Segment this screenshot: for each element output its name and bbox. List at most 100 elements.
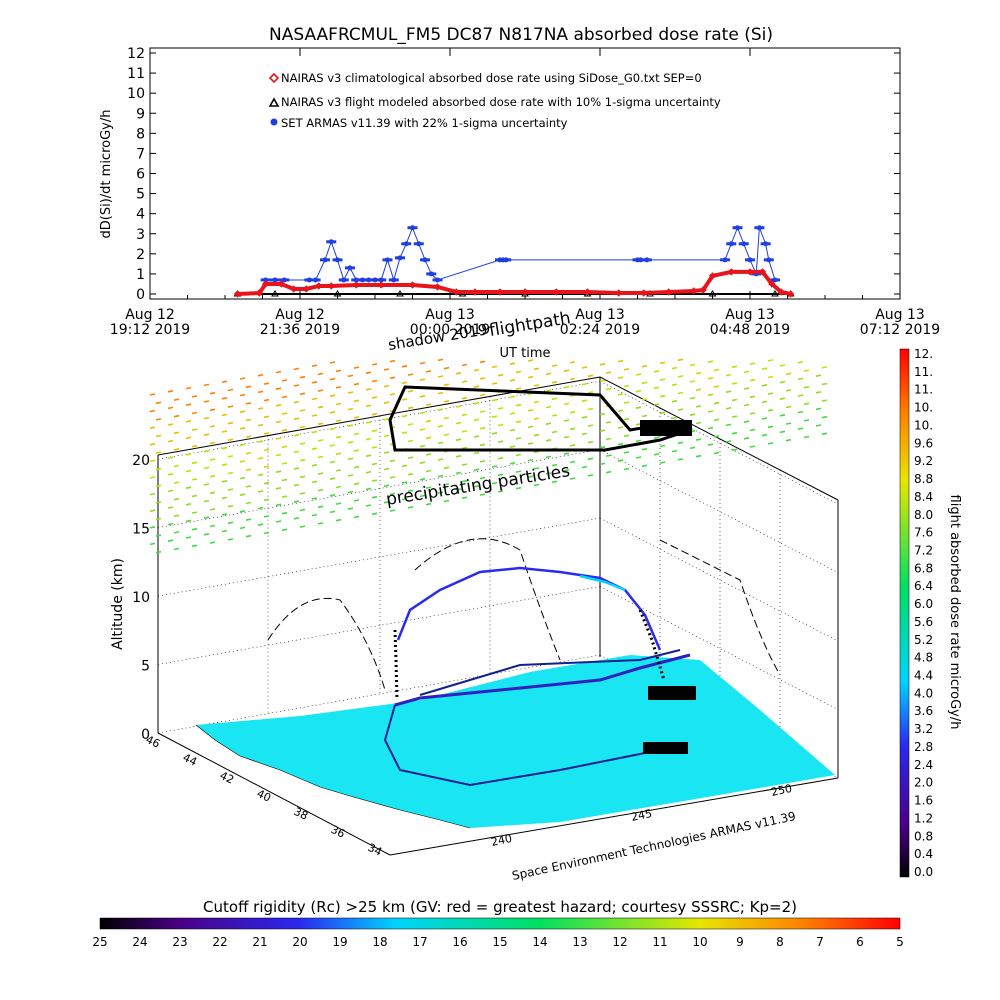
series-point-set-armas (347, 265, 353, 271)
particle-mark (473, 485, 480, 488)
particle-mark (383, 368, 390, 371)
particle-mark (239, 393, 246, 397)
particle-mark (383, 451, 390, 454)
rigidity-colorbar-tick-label: 14 (532, 935, 547, 949)
particle-mark (443, 466, 450, 470)
dose-colorbar-tick-label: 8.8 (914, 472, 933, 486)
particle-mark (455, 488, 462, 491)
legend-label: NAIRAS v3 climatological absorbed dose r… (281, 71, 702, 85)
particle-mark (563, 386, 570, 389)
particle-mark (581, 465, 588, 469)
particle-mark (767, 375, 774, 379)
particle-mark (239, 493, 246, 496)
legend-item-set-armas: SET ARMAS v11.39 with 22% 1-sigma uncert… (270, 116, 568, 130)
particle-mark (239, 427, 246, 430)
particle-mark (329, 477, 336, 480)
particle-mark (173, 481, 180, 484)
particle-mark (689, 413, 696, 416)
particle-mark (509, 412, 516, 415)
particle-mark (749, 428, 756, 432)
particle-mark (365, 487, 372, 491)
particle-mark (335, 419, 342, 422)
series-point-set-armas (772, 277, 778, 283)
particle-mark (209, 391, 216, 395)
particle-mark (461, 496, 468, 500)
particle-mark (641, 414, 648, 418)
particle-mark (695, 405, 702, 408)
particle-mark (473, 368, 480, 372)
particle-mark (695, 388, 702, 392)
particle-mark (185, 403, 192, 406)
particle-mark (383, 401, 390, 404)
particle-mark (731, 398, 738, 402)
gridline (157, 517, 601, 597)
particle-mark (725, 407, 732, 410)
particle-mark (581, 382, 588, 386)
particle-mark (473, 435, 480, 438)
particle-mark (659, 394, 666, 398)
particle-mark (185, 469, 192, 473)
dose-colorbar-tick-label: 12. (914, 347, 933, 361)
particle-mark (371, 429, 378, 433)
particle-mark (317, 389, 324, 392)
particle-mark (473, 468, 480, 471)
particle-mark (167, 473, 174, 476)
particle-mark (311, 497, 318, 500)
particle-mark (299, 458, 306, 462)
series-point-nairas-clim (290, 285, 298, 293)
particle-mark (347, 374, 354, 378)
particle-mark (245, 501, 252, 505)
particle-mark (263, 515, 270, 518)
particle-mark (371, 462, 378, 466)
series-point-nairas-clim (496, 288, 504, 296)
particle-mark (623, 384, 630, 388)
particle-mark (545, 472, 552, 475)
particle-mark (461, 463, 468, 466)
particle-mark (227, 455, 234, 458)
y-tick-label: 0 (136, 287, 145, 303)
particle-mark (617, 442, 624, 446)
y-tick-label: 2 (136, 247, 145, 263)
particle-mark (203, 499, 210, 503)
particle-mark (707, 377, 714, 380)
particle-mark (473, 451, 480, 455)
particle-mark (671, 416, 678, 420)
particle-mark (173, 547, 180, 551)
legend: NAIRAS v3 climatological absorbed dose r… (268, 71, 721, 130)
x-tick-label-time: 00:00 2019 (410, 322, 490, 338)
particle-mark (245, 518, 252, 521)
particle-mark (227, 521, 234, 525)
series-point-nairas-clim (665, 288, 673, 296)
dose-colorbar-tick-label: 6.8 (914, 561, 933, 575)
particle-mark (437, 375, 444, 378)
latitude-tick-label: 34 (366, 841, 384, 859)
flight-profile (396, 566, 662, 651)
particle-mark (293, 367, 300, 371)
series-point-nairas-clim (315, 282, 323, 290)
particle-mark (185, 519, 192, 523)
particle-mark (203, 400, 210, 403)
series-point-nairas-clim (521, 288, 529, 296)
dose-colorbar-tick-label: 9.6 (914, 436, 933, 450)
rigidity-colorbar-tick-label: 23 (172, 935, 187, 949)
particle-mark (257, 506, 264, 510)
particle-mark (401, 497, 408, 501)
particle-mark (299, 442, 306, 445)
particle-mark (353, 499, 360, 502)
particle-mark (263, 465, 270, 468)
particle-mark (461, 363, 468, 367)
particle-mark (347, 474, 354, 477)
particle-mark (779, 397, 786, 400)
particle-mark (695, 438, 702, 441)
series-point-set-armas (644, 257, 650, 263)
particle-mark (155, 534, 162, 537)
series-point-nairas-clim (452, 288, 460, 296)
particle-mark (329, 444, 336, 447)
particle-mark (335, 402, 342, 406)
particle-mark (725, 423, 732, 427)
particle-mark (443, 366, 450, 370)
gridline (157, 654, 601, 734)
particle-mark (173, 464, 180, 468)
particle-mark (761, 367, 768, 370)
particle-mark (509, 478, 516, 482)
